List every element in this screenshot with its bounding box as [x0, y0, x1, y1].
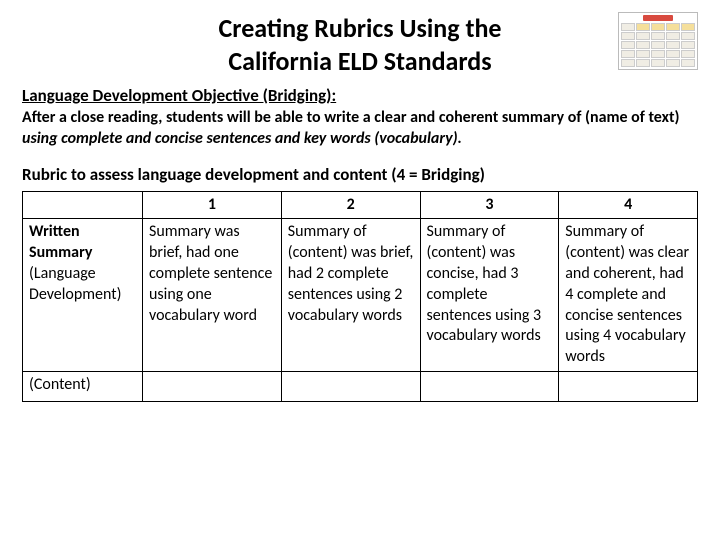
header-col-1: 1 — [143, 191, 282, 219]
title-line-1: Creating Rubrics Using the — [218, 12, 501, 44]
cell-2-3 — [420, 371, 559, 401]
title-line-2: California ELD Standards — [228, 45, 491, 77]
row-label-bold: Written Summary — [29, 222, 92, 262]
header-blank — [23, 191, 143, 219]
header-col-3: 3 — [420, 191, 559, 219]
objective-emphasis: using complete and concise sentences and… — [22, 129, 462, 148]
cell-2-4 — [559, 371, 698, 401]
table-row: Written Summary (Language Development) S… — [23, 219, 698, 372]
objective-text: After a close reading, students will be … — [22, 108, 698, 150]
row-label-content: (Content) — [23, 371, 143, 401]
cell-1-3: Summary of (content) was concise, had 3 … — [420, 219, 559, 372]
objective-subheading: Language Development Objective (Bridging… — [22, 85, 698, 106]
rubric-heading: Rubric to assess language development an… — [22, 164, 698, 185]
cell-2-2 — [281, 371, 420, 401]
cell-1-1: Summary was brief, had one complete sent… — [143, 219, 282, 372]
rubric-thumbnail-icon — [618, 12, 698, 70]
page-title: Creating Rubrics Using the California EL… — [22, 12, 618, 77]
objective-plain: After a close reading, students will be … — [22, 108, 679, 127]
row-label-language: Written Summary (Language Development) — [23, 219, 143, 372]
table-header-row: 1 2 3 4 — [23, 191, 698, 219]
cell-2-1 — [143, 371, 282, 401]
cell-1-2: Summary of (content) was brief, had 2 co… — [281, 219, 420, 372]
cell-1-4: Summary of (content) was clear and coher… — [559, 219, 698, 372]
table-row: (Content) — [23, 371, 698, 401]
rubric-table: 1 2 3 4 Written Summary (Language Develo… — [22, 191, 698, 402]
header-col-2: 2 — [281, 191, 420, 219]
row-label-rest: (Language Development) — [29, 264, 121, 304]
header-col-4: 4 — [559, 191, 698, 219]
